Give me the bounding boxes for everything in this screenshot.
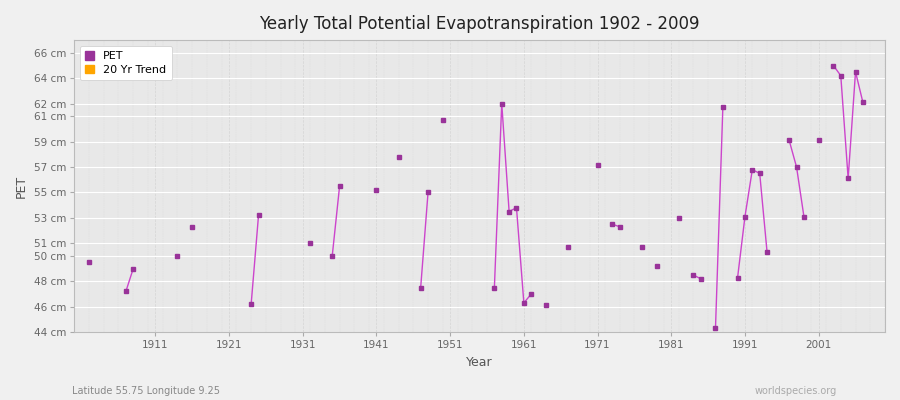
Text: Latitude 55.75 Longitude 9.25: Latitude 55.75 Longitude 9.25 [72,386,220,396]
Legend: PET, 20 Yr Trend: PET, 20 Yr Trend [80,46,172,80]
X-axis label: Year: Year [466,356,493,369]
Title: Yearly Total Potential Evapotranspiration 1902 - 2009: Yearly Total Potential Evapotranspiratio… [259,15,700,33]
Text: worldspecies.org: worldspecies.org [755,386,837,396]
Y-axis label: PET: PET [15,174,28,198]
